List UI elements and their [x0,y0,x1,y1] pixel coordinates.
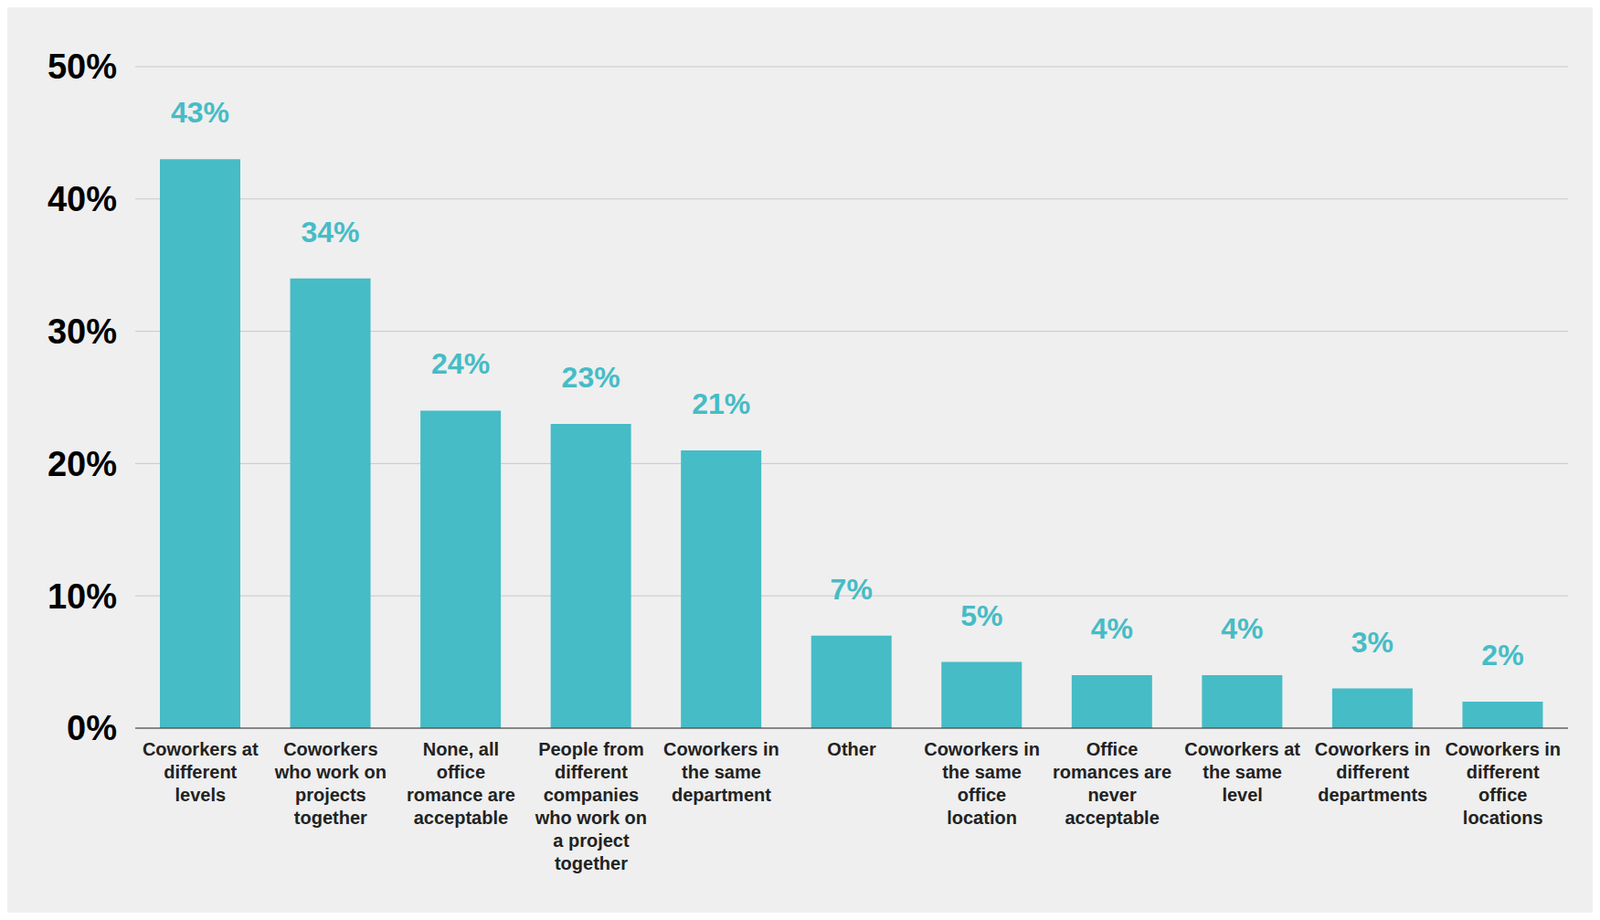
svg-text:Coworkerswho work onprojectsto: Coworkerswho work onprojectstogether [274,739,387,828]
svg-text:40%: 40% [47,180,117,219]
svg-text:Coworkers indifferentofficeloc: Coworkers indifferentofficelocations [1444,739,1561,828]
svg-text:Coworkers indifferentdepartmen: Coworkers indifferentdepartments [1314,739,1431,806]
svg-text:24%: 24% [431,347,490,381]
svg-text:10%: 10% [47,577,117,616]
svg-text:4%: 4% [1220,612,1263,646]
svg-text:Coworkers atthe samelevel: Coworkers atthe samelevel [1184,739,1301,806]
svg-text:21%: 21% [691,387,751,421]
svg-text:Officeromances areneveraccepta: Officeromances areneveracceptable [1052,739,1172,828]
svg-text:None, allofficeromance areacce: None, allofficeromance areacceptable [406,739,516,828]
svg-text:2%: 2% [1481,638,1524,672]
svg-text:Other: Other [826,739,877,760]
svg-text:3%: 3% [1351,625,1394,659]
svg-text:5%: 5% [960,599,1003,633]
svg-text:34%: 34% [301,215,361,249]
svg-text:Coworkers atdifferentlevels: Coworkers atdifferentlevels [142,739,259,806]
svg-text:50%: 50% [47,47,117,86]
svg-text:20%: 20% [47,445,117,484]
svg-text:30%: 30% [47,312,117,351]
svg-text:People fromdifferentcompaniesw: People fromdifferentcompanieswho work on… [534,739,647,874]
svg-text:4%: 4% [1091,612,1134,646]
svg-text:7%: 7% [830,572,873,606]
svg-text:0%: 0% [66,709,117,748]
svg-text:43%: 43% [170,95,230,129]
svg-text:Coworkers inthe samedepartment: Coworkers inthe samedepartment [663,739,780,806]
svg-text:Coworkers inthe sameofficeloca: Coworkers inthe sameofficelocation [923,739,1040,828]
svg-text:23%: 23% [561,360,621,394]
